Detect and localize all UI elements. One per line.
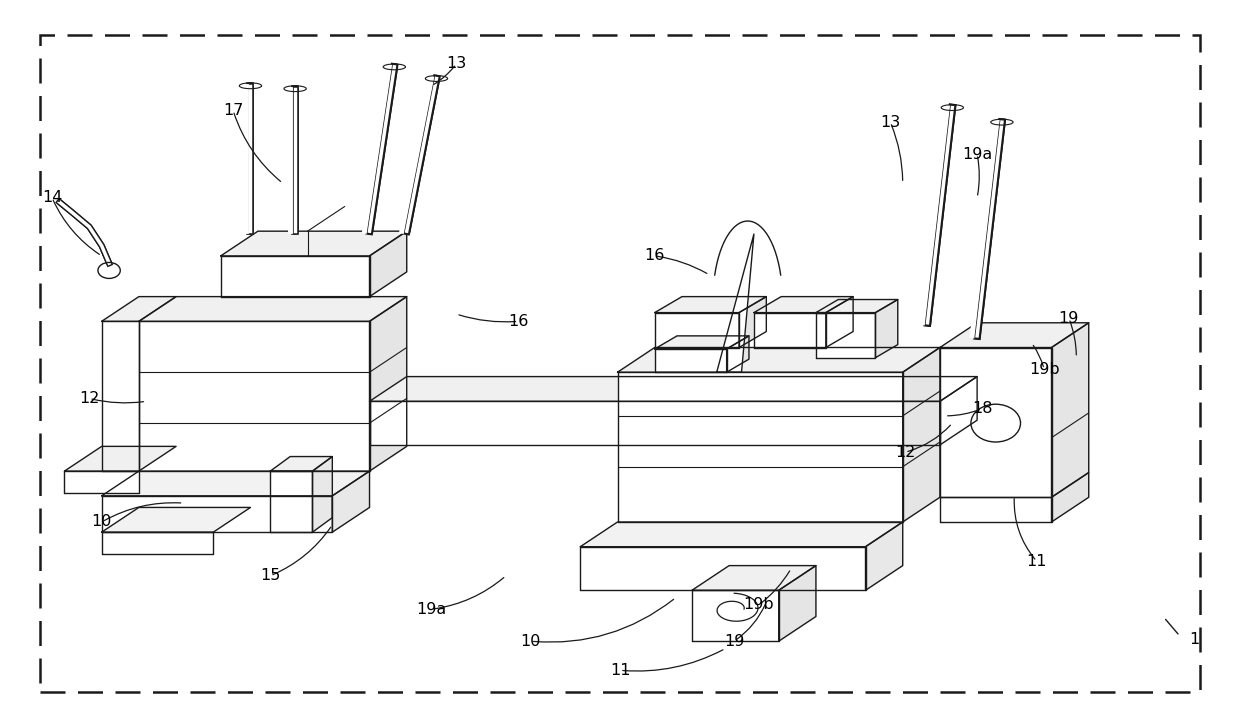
Text: 12: 12 — [79, 391, 99, 406]
Text: 15: 15 — [260, 569, 280, 583]
Polygon shape — [618, 348, 940, 372]
Text: 19a: 19a — [962, 147, 992, 161]
Polygon shape — [102, 321, 139, 471]
Polygon shape — [312, 457, 332, 532]
Polygon shape — [655, 336, 749, 349]
Text: 18: 18 — [972, 401, 992, 416]
Polygon shape — [754, 297, 853, 313]
Polygon shape — [139, 321, 370, 471]
Polygon shape — [875, 300, 898, 358]
Polygon shape — [102, 297, 176, 321]
Polygon shape — [370, 401, 940, 445]
Polygon shape — [1052, 323, 1089, 497]
Polygon shape — [370, 297, 407, 471]
Text: 12: 12 — [895, 445, 915, 459]
Text: 17: 17 — [223, 103, 243, 118]
Polygon shape — [270, 457, 332, 471]
Polygon shape — [221, 256, 370, 297]
Polygon shape — [221, 231, 407, 256]
Polygon shape — [655, 349, 727, 372]
Polygon shape — [816, 313, 875, 358]
Text: 19a: 19a — [417, 602, 446, 616]
Text: 10: 10 — [521, 634, 541, 648]
Polygon shape — [940, 497, 1052, 522]
Polygon shape — [64, 446, 176, 471]
Text: 10: 10 — [92, 515, 112, 529]
Polygon shape — [727, 336, 749, 372]
Polygon shape — [655, 297, 766, 313]
Text: 19: 19 — [724, 634, 744, 648]
Text: 19b: 19b — [744, 598, 774, 612]
Polygon shape — [102, 496, 332, 532]
Polygon shape — [102, 507, 250, 532]
Polygon shape — [618, 372, 903, 522]
Polygon shape — [739, 297, 766, 348]
Polygon shape — [270, 471, 312, 532]
Text: 13: 13 — [446, 57, 466, 71]
Polygon shape — [754, 313, 826, 348]
Text: 11: 11 — [1027, 554, 1047, 569]
Text: 14: 14 — [42, 190, 62, 205]
Polygon shape — [826, 297, 853, 348]
Polygon shape — [1052, 473, 1089, 522]
Polygon shape — [370, 377, 977, 401]
Polygon shape — [580, 547, 866, 590]
Polygon shape — [940, 348, 1052, 497]
Text: 1: 1 — [1189, 632, 1199, 647]
Text: 16: 16 — [508, 314, 528, 329]
Text: 16: 16 — [645, 249, 665, 263]
Polygon shape — [332, 471, 370, 532]
Polygon shape — [866, 522, 903, 590]
Polygon shape — [64, 471, 139, 493]
Polygon shape — [580, 522, 903, 547]
Polygon shape — [655, 313, 739, 348]
Text: 19: 19 — [1059, 311, 1079, 326]
Polygon shape — [940, 323, 1089, 348]
Polygon shape — [816, 300, 898, 313]
Polygon shape — [903, 348, 940, 522]
Text: 19b: 19b — [1029, 362, 1059, 377]
Polygon shape — [370, 231, 407, 297]
Polygon shape — [692, 590, 779, 641]
Polygon shape — [692, 566, 816, 590]
Text: 13: 13 — [880, 115, 900, 129]
Polygon shape — [779, 566, 816, 641]
Polygon shape — [940, 377, 977, 445]
Polygon shape — [717, 234, 754, 372]
Polygon shape — [139, 297, 407, 321]
Polygon shape — [102, 471, 370, 496]
Text: 11: 11 — [610, 663, 630, 678]
Polygon shape — [102, 532, 213, 554]
